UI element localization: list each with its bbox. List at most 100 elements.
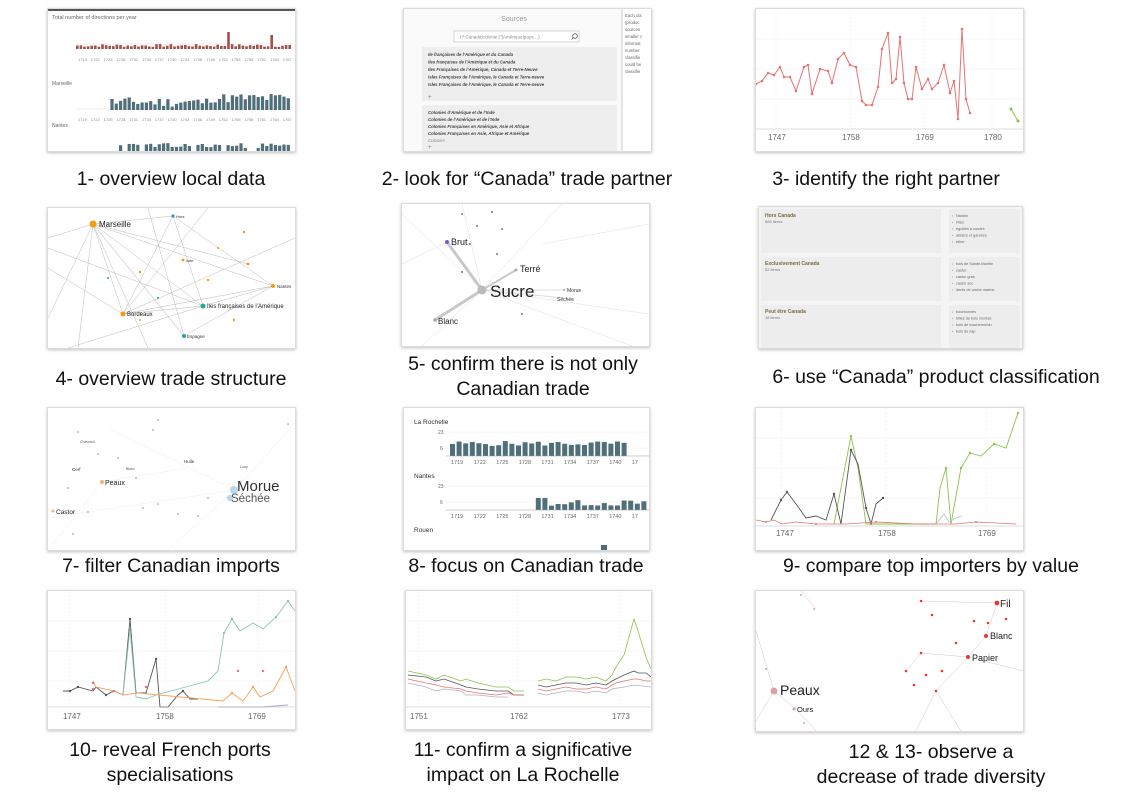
data-point bbox=[836, 57, 840, 61]
bar bbox=[608, 505, 614, 510]
bar bbox=[248, 95, 252, 110]
bar bbox=[202, 46, 205, 49]
node-huile[interactable]: Huile bbox=[184, 459, 195, 464]
bar bbox=[119, 100, 123, 110]
year-tick: 1767 bbox=[283, 117, 293, 122]
data-point bbox=[854, 65, 858, 69]
product-item: Filés bbox=[956, 221, 964, 225]
bar bbox=[162, 105, 166, 110]
bar bbox=[273, 95, 277, 110]
search-icon[interactable] bbox=[572, 33, 578, 39]
bar bbox=[127, 97, 131, 110]
bar bbox=[174, 103, 179, 110]
data-point bbox=[860, 99, 864, 103]
bar bbox=[269, 94, 273, 110]
node-castor[interactable]: Castor bbox=[56, 509, 76, 516]
data-point bbox=[936, 81, 940, 85]
year-tick: 1767 bbox=[283, 57, 293, 62]
node-italie[interactable]: Italie bbox=[186, 259, 193, 263]
partner-group-1[interactable]: Ile françaises de l’Amérique et du Canad… bbox=[428, 52, 545, 87]
node-espagne[interactable]: Espagne bbox=[187, 334, 205, 339]
node-hors[interactable]: Hors bbox=[176, 214, 184, 219]
bar bbox=[130, 46, 133, 49]
node-sucre[interactable]: Sucre bbox=[490, 282, 534, 301]
node-sechee[interactable]: Séchée bbox=[557, 297, 574, 303]
caption-10: 10- reveal French ports specialisations bbox=[69, 739, 271, 786]
node-loup[interactable]: Loup bbox=[240, 465, 248, 469]
node-blanc[interactable]: Blanc bbox=[990, 631, 1013, 641]
year-tick: 1719 bbox=[78, 57, 88, 62]
group-count: 585 items bbox=[765, 219, 782, 224]
svg-text:•: • bbox=[952, 330, 954, 334]
node-marseille[interactable]: Marseille bbox=[99, 220, 132, 229]
node-cerf[interactable]: Cerf bbox=[72, 467, 81, 472]
node-bordeaux[interactable]: Bordeaux bbox=[127, 312, 153, 318]
node-sechee[interactable]: Séchée bbox=[231, 493, 270, 505]
bar bbox=[153, 104, 157, 110]
svg-text:+: + bbox=[428, 145, 432, 151]
bar bbox=[110, 98, 114, 110]
bar bbox=[483, 444, 488, 456]
svg-text:•: • bbox=[952, 221, 954, 225]
data-point bbox=[942, 63, 946, 67]
bar bbox=[588, 442, 594, 456]
year-tick: 1740 bbox=[609, 460, 621, 466]
data-point bbox=[876, 85, 880, 89]
bar bbox=[179, 102, 183, 110]
year-tick: 1740 bbox=[609, 514, 621, 520]
node-fil[interactable]: Fil bbox=[1000, 599, 1011, 610]
data-point bbox=[930, 87, 934, 91]
node-nantes[interactable]: Nantes bbox=[277, 284, 292, 289]
product-item: éther bbox=[956, 240, 965, 244]
year-tick: 1731 bbox=[541, 460, 553, 466]
bar bbox=[119, 45, 122, 49]
bar bbox=[469, 441, 475, 456]
node-brut[interactable]: Brut bbox=[451, 237, 468, 247]
panel-5-product-network: Sucre Brut Terré Blanc Morue Séchée bbox=[401, 203, 650, 347]
year-axis: 1747 1758 1769 1780 bbox=[768, 133, 1002, 142]
bar bbox=[535, 498, 541, 510]
bar bbox=[217, 98, 222, 110]
year-tick: 1719 bbox=[451, 514, 463, 520]
year-axis: 1719 1722 1725 1728 1731 1734 1737 1740 17 bbox=[451, 514, 638, 520]
bar bbox=[450, 443, 455, 456]
bar bbox=[235, 145, 239, 151]
bar bbox=[114, 103, 118, 110]
bar bbox=[108, 45, 111, 49]
side-text: classifie bbox=[625, 55, 641, 60]
bar bbox=[634, 503, 640, 510]
partner-value-points bbox=[756, 27, 972, 121]
search-input[interactable] bbox=[453, 30, 580, 43]
panel-9-top-importers-lines: 1747 1758 1769 bbox=[755, 407, 1024, 551]
bar bbox=[137, 46, 140, 49]
bar bbox=[273, 145, 277, 151]
node-papier[interactable]: Papier bbox=[972, 653, 998, 663]
node-morue[interactable]: Morue bbox=[567, 288, 581, 294]
side-text: sources bbox=[625, 27, 640, 32]
year-tick: 1747 bbox=[776, 529, 794, 538]
year-tick: 1749 bbox=[206, 57, 216, 62]
node-terre[interactable]: Terré bbox=[520, 264, 541, 274]
node-blanc[interactable]: Blanc bbox=[438, 317, 458, 326]
node-peaux[interactable]: Peaux bbox=[780, 682, 820, 698]
bar bbox=[140, 102, 144, 110]
data-point bbox=[848, 63, 852, 67]
svg-text:•: • bbox=[952, 288, 954, 292]
node-morue[interactable]: Morue bbox=[237, 478, 280, 495]
node-peaux[interactable]: Peaux bbox=[105, 480, 125, 487]
bar bbox=[205, 146, 209, 151]
svg-text:•: • bbox=[952, 240, 954, 244]
node-iles-francaises[interactable]: Iles françaises de l’Amérique bbox=[207, 304, 284, 310]
partner-group-2[interactable]: Colonies d’Amérique et de l’Inde Colonies… bbox=[428, 110, 530, 151]
node-blanc[interactable]: Blanc bbox=[126, 467, 135, 471]
bar bbox=[256, 147, 260, 151]
data-point bbox=[766, 71, 770, 75]
bar bbox=[83, 46, 86, 49]
year-tick: 1769 bbox=[248, 712, 266, 721]
node-ours[interactable]: Ours bbox=[797, 705, 814, 714]
node-chevreuil[interactable]: Chevreuil bbox=[80, 440, 95, 444]
bar bbox=[248, 45, 252, 49]
data-point bbox=[964, 97, 968, 101]
bar bbox=[183, 144, 187, 151]
